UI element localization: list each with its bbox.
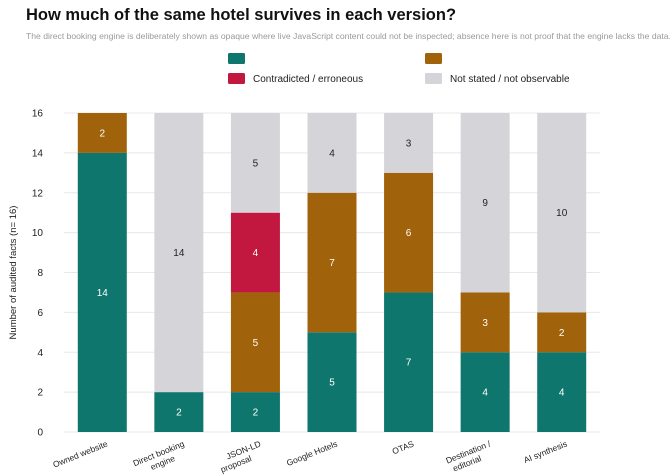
x-tick-label: OTAS: [391, 438, 416, 456]
bar-data-label: 4: [253, 248, 259, 259]
y-tick-label: 12: [32, 188, 44, 199]
bar-segment: [154, 113, 204, 393]
bar-data-label: 2: [176, 408, 182, 419]
x-tick-label: AI synthesis: [522, 439, 568, 465]
bar-segment: [230, 212, 280, 293]
bar-data-label: 6: [406, 228, 412, 239]
x-tick-label-line: Owned website: [51, 438, 109, 469]
x-tick-label: Owned website: [51, 438, 109, 469]
y-tick-label: 4: [37, 348, 43, 359]
bar-segment: [230, 292, 280, 393]
chart-title: How much of the same hotel survives in e…: [26, 6, 457, 24]
bar-segment: [537, 113, 587, 313]
y-tick-label: 16: [32, 109, 44, 120]
bar-data-label: 5: [253, 158, 259, 169]
bar-segment: [537, 312, 587, 353]
legend-label: Contradicted / erroneous: [253, 74, 363, 85]
bar-segment: [460, 292, 510, 353]
bar-data-label: 4: [482, 388, 488, 399]
bar-segment: [307, 332, 357, 432]
bar-data-label: 5: [253, 338, 259, 349]
bar-segment: [307, 192, 357, 333]
legend-swatch: [228, 53, 245, 64]
bar-data-label: 7: [329, 258, 335, 269]
bar-data-label: 14: [173, 248, 185, 259]
y-tick-label: 10: [32, 228, 44, 239]
chart-subtitle: The direct booking engine is deliberatel…: [26, 31, 670, 41]
x-tick-label-line: AI synthesis: [522, 439, 568, 465]
bar-data-label: 10: [556, 208, 568, 219]
bar-segment: [230, 113, 280, 213]
bar-data-label: 9: [482, 198, 488, 209]
bar-segment: [460, 352, 510, 432]
bar-segment: [77, 152, 127, 432]
bar-data-label: 4: [329, 148, 335, 159]
legend-swatch: [425, 53, 442, 64]
bar-segment: [230, 392, 280, 432]
legend-label: Not stated / not observable: [450, 74, 570, 85]
bar-data-label: 4: [559, 388, 565, 399]
bar-segment: [460, 113, 510, 293]
y-axis-title: Number of audited facts (n= 16): [8, 206, 19, 340]
bar-data-label: 2: [559, 328, 565, 339]
y-tick-label: 6: [37, 308, 43, 319]
bar-data-label: 2: [100, 128, 106, 139]
legend-swatch: [425, 73, 442, 84]
x-tick-label: Destination /editorial: [444, 438, 496, 474]
x-tick-label-line: Google Hotels: [285, 439, 339, 468]
legend-swatch: [228, 73, 245, 84]
x-tick-label: Direct bookingengine: [131, 438, 189, 476]
bar-segment: [384, 172, 434, 293]
y-tick-label: 14: [32, 148, 44, 159]
bar-data-label: 2: [253, 408, 259, 419]
x-tick-label-line: OTAS: [391, 438, 416, 456]
bar-segment: [154, 392, 204, 432]
bar-segment: [384, 113, 434, 173]
bar-data-label: 3: [406, 138, 412, 149]
bar-data-label: 3: [482, 318, 488, 329]
bar-data-label: 14: [97, 288, 109, 299]
bar-segment: [77, 113, 127, 153]
bar-data-label: 7: [406, 358, 412, 369]
y-tick-label: 2: [37, 388, 43, 399]
bar-segment: [307, 113, 357, 193]
bar-segment: [384, 292, 434, 432]
y-tick-label: 0: [37, 428, 43, 439]
x-tick-label: JSON-LDproposal: [215, 439, 266, 475]
bar-data-label: 5: [329, 378, 335, 389]
y-tick-label: 8: [37, 268, 43, 279]
bar-segment: [537, 352, 587, 432]
x-tick-label: Google Hotels: [285, 439, 339, 468]
